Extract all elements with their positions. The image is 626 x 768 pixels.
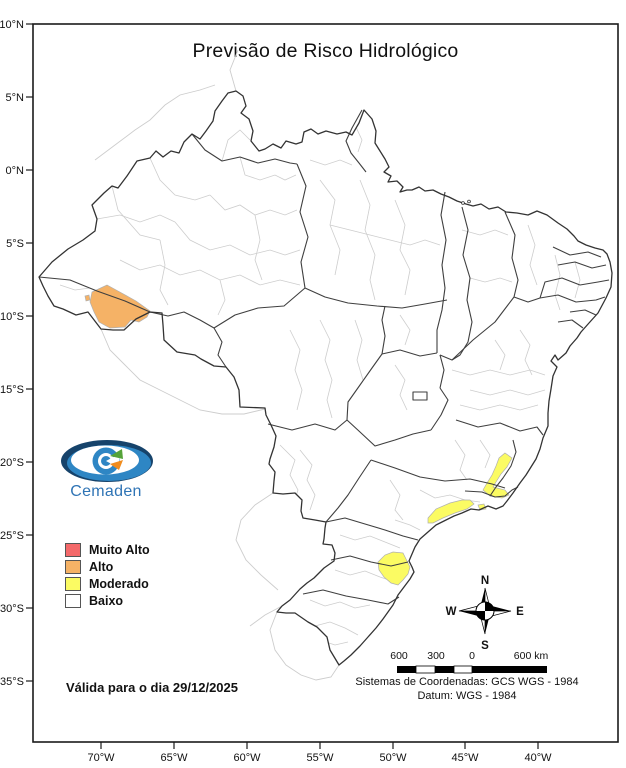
brazil-outline	[38, 90, 613, 666]
brazil-landmass	[39, 91, 612, 665]
legend-label: Muito Alto	[89, 543, 150, 557]
coordinate-system-block: Sistemas de Coordenadas: GCS WGS - 1984 …	[340, 676, 594, 704]
cemaden-logo	[61, 440, 153, 482]
lat-axis-label: 35°S	[0, 676, 24, 688]
risk-areas	[84, 284, 513, 586]
scale-bar-label: 300	[427, 650, 445, 662]
legend-item-alto: Alto	[65, 560, 150, 574]
legend-label: Alto	[89, 560, 114, 574]
map-frame	[32, 23, 619, 743]
compass-west-label: W	[446, 606, 457, 618]
compass-rose: N S W E	[446, 575, 525, 652]
coordinate-system-note: Sistemas de Coordenadas: GCS WGS - 1984	[355, 676, 579, 688]
latitude-axis: 10°N 5°N 0°N 5°S 10°S 15°S 20°S 25°S 30°…	[0, 19, 33, 688]
risk-region-alto-acre	[89, 284, 151, 329]
risk-region-moderado-sc	[377, 551, 411, 586]
risk-region-moderado-sp-rj-coast	[427, 499, 475, 524]
cemaden-eye-icon	[61, 440, 153, 482]
lon-axis-label: 50°W	[379, 752, 407, 764]
longitude-axis: 70°W 65°W 60°W 55°W 50°W 45°W 40°W	[87, 742, 552, 764]
lat-axis-label: 0°N	[6, 165, 25, 177]
compass-north-label: N	[481, 575, 489, 587]
risk-region-moderado-rj-dot	[477, 503, 487, 511]
risk-region-alto-acre-speck	[84, 294, 91, 302]
lon-axis-label: 60°W	[233, 752, 261, 764]
lon-axis-label: 40°W	[524, 752, 552, 764]
lat-axis-label: 10°N	[0, 19, 24, 31]
legend-label: Moderado	[89, 577, 149, 591]
datum-note: Datum: WGS - 1984	[417, 689, 517, 702]
state-borders	[38, 109, 610, 605]
legend-swatch-muito-alto	[65, 543, 81, 557]
lat-axis-label: 5°S	[6, 238, 24, 250]
legend-item-muito-alto: Muito Alto	[65, 543, 150, 557]
cemaden-wordmark: Cemaden	[70, 483, 142, 500]
lat-axis-label: 15°S	[0, 384, 24, 396]
legend-swatch-alto	[65, 560, 81, 574]
scale-bar-label: 0	[469, 650, 475, 662]
delta-islands	[461, 199, 471, 205]
legend-label: Baixo	[89, 594, 124, 608]
lat-axis-label: 5°N	[6, 92, 25, 104]
risk-legend: Muito Alto Alto Moderado Baixo	[65, 543, 150, 608]
legend-swatch-moderado	[65, 577, 81, 591]
lon-axis-label: 45°W	[451, 752, 479, 764]
legend-item-baixo: Baixo	[65, 594, 150, 608]
scale-bar-label: 600 km	[514, 650, 549, 662]
legend-item-moderado: Moderado	[65, 577, 150, 591]
validity-note: Válida para o dia 29/12/2025	[66, 680, 238, 695]
lat-axis-label: 20°S	[0, 457, 24, 469]
scale-bar-label: 600	[390, 650, 408, 662]
lon-axis-label: 70°W	[87, 752, 115, 764]
page-title: Previsão de Risco Hidrológico	[192, 40, 459, 62]
lat-axis-label: 25°S	[0, 530, 24, 542]
compass-south-label: S	[481, 640, 489, 652]
lon-axis-label: 65°W	[160, 752, 188, 764]
lat-axis-label: 30°S	[0, 603, 24, 615]
compass-east-label: E	[516, 606, 524, 618]
lon-axis-label: 55°W	[306, 752, 334, 764]
legend-swatch-baixo	[65, 594, 81, 608]
lat-axis-label: 10°S	[0, 311, 24, 323]
scale-bar: 600 300 0 600 km	[390, 650, 549, 674]
risk-region-moderado-mg-es	[482, 452, 513, 499]
neighbor-country-borders	[94, 49, 340, 681]
